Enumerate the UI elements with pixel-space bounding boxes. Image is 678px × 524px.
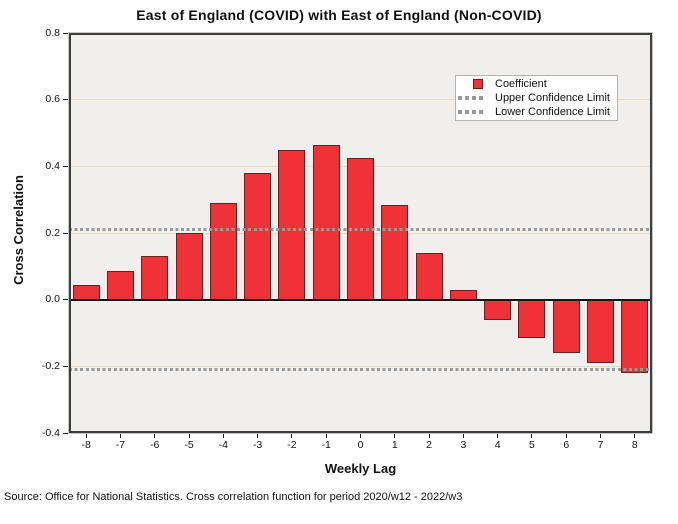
gridline (69, 99, 652, 101)
coefficient-swatch (473, 79, 483, 89)
y-tick (63, 365, 69, 367)
x-tick (154, 433, 156, 438)
coefficient-bar (552, 299, 580, 353)
x-tick (634, 433, 636, 438)
x-tick-label: 3 (460, 439, 467, 451)
x-tick-label: 8 (631, 439, 638, 451)
legend-label-coefficient: Coefficient (495, 78, 547, 90)
coefficient-bar (415, 253, 443, 300)
coefficient-bar (312, 144, 340, 300)
y-tick-label: 0.6 (45, 93, 60, 106)
x-tick-label: 7 (597, 439, 604, 451)
x-tick (291, 433, 293, 438)
x-tick (600, 433, 602, 438)
coefficient-bar (484, 299, 512, 320)
lower-confidence-swatch (458, 110, 483, 114)
y-tick (63, 165, 69, 167)
y-tick (63, 432, 69, 434)
legend-row-upper-confidence: Upper Confidence Limit (456, 91, 617, 105)
x-tick-label: -3 (252, 439, 263, 451)
y-tick (63, 99, 69, 101)
legend-row-lower-confidence: Lower Confidence Limit (456, 105, 617, 119)
y-tick-label: 0.8 (45, 26, 60, 39)
x-tick (325, 433, 327, 438)
y-axis-title: Cross Correlation (11, 175, 26, 285)
x-tick (257, 433, 259, 438)
x-tick-label: 4 (494, 439, 501, 451)
upper-confidence-line (69, 228, 652, 232)
x-tick-label: -5 (184, 439, 194, 451)
legend-row-coefficient: Coefficient (456, 77, 617, 91)
y-tick-label: 0.0 (45, 293, 60, 306)
coefficient-bar (587, 299, 615, 363)
chart-title: East of England (COVID) with East of Eng… (136, 7, 542, 23)
x-tick-label: 2 (426, 439, 432, 451)
x-tick (462, 433, 464, 438)
x-tick (119, 433, 121, 438)
x-tick-label: -6 (150, 439, 160, 451)
x-axis-title: Weekly Lag (324, 461, 397, 476)
legend-label-upper-confidence: Upper Confidence Limit (495, 92, 610, 104)
coefficient-bar (518, 299, 546, 338)
coefficient-bar (141, 256, 169, 300)
source-note: Source: Office for National Statistics. … (4, 491, 463, 503)
x-tick-label: 6 (563, 439, 570, 451)
x-tick (565, 433, 567, 438)
x-tick (394, 433, 396, 438)
coefficient-bar (381, 204, 409, 300)
legend-label-lower-confidence: Lower Confidence Limit (495, 106, 610, 118)
x-tick-label: 0 (357, 439, 364, 451)
y-tick (63, 299, 69, 301)
coefficient-bar (72, 284, 100, 300)
coefficient-bar (278, 149, 306, 300)
coefficient-bar (106, 271, 134, 300)
y-tick (63, 232, 69, 234)
coefficient-bar (209, 203, 237, 300)
y-tick-label: -0.4 (41, 426, 60, 439)
x-tick (85, 433, 87, 438)
lower-confidence-line (69, 368, 652, 372)
y-tick-label: 0.4 (45, 159, 60, 172)
coefficient-bar (175, 233, 203, 300)
coefficient-bar (621, 299, 649, 373)
x-tick-label: -2 (287, 439, 297, 451)
legend: Coefficient Upper Confidence Limit Lower… (455, 75, 618, 121)
y-tick-label: -0.2 (41, 359, 60, 372)
upper-confidence-swatch (458, 96, 483, 100)
zero-line (69, 298, 652, 301)
x-tick-label: -7 (115, 439, 126, 451)
x-tick-label: -8 (81, 439, 91, 451)
x-tick (188, 433, 190, 438)
y-tick-label: 0.2 (45, 226, 60, 239)
x-tick (497, 433, 499, 438)
x-tick-label: -4 (218, 439, 228, 451)
y-tick (63, 32, 69, 34)
x-tick-label: 5 (529, 439, 535, 451)
x-tick (360, 433, 361, 438)
x-tick (222, 433, 224, 438)
gridline (69, 365, 652, 367)
x-tick-label: 1 (391, 439, 398, 451)
x-tick (428, 433, 430, 438)
x-tick-label: -1 (321, 439, 331, 451)
x-tick (531, 433, 533, 438)
coefficient-bar (244, 173, 272, 300)
